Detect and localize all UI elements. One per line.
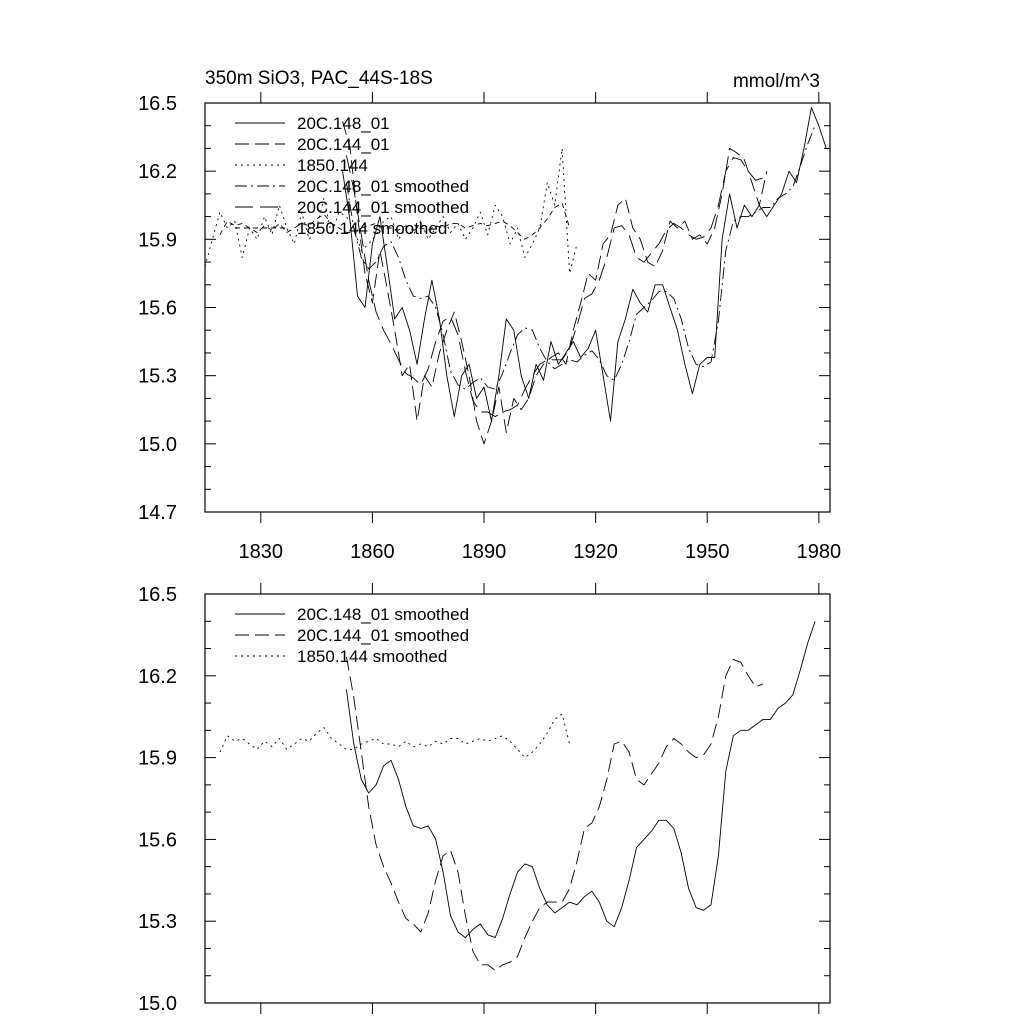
plot-frame	[204, 593, 831, 1004]
series-line-20c-144-01	[342, 121, 768, 445]
series-line-1850-144-smoothed	[219, 202, 571, 240]
series-line-20c-148-01	[342, 107, 827, 422]
y-tick-label: 15.9	[138, 748, 177, 770]
series-line-1850-144-smoothed	[219, 713, 571, 759]
units-label: mmol/m^3	[733, 71, 820, 92]
x-tick-label: 1860	[350, 541, 395, 563]
legend-label: 20C.144_01	[297, 135, 390, 154]
legend-label: 20C.148_01 smoothed	[297, 177, 469, 196]
y-tick-label: 14.7	[138, 502, 177, 524]
series-line-20c-144-01-smoothed	[345, 656, 764, 971]
legend-label: 1850.144	[297, 156, 368, 175]
x-tick-label: 1920	[573, 541, 618, 563]
x-tick-label: 1890	[462, 541, 507, 563]
y-tick-label: 15.9	[138, 229, 177, 251]
series-line-1850-144	[205, 147, 578, 274]
legend-label: 20C.148_01	[297, 114, 390, 133]
y-tick-label: 15.3	[138, 366, 177, 388]
y-tick-label: 16.5	[138, 93, 177, 115]
y-tick-label: 16.5	[138, 584, 177, 606]
x-tick-label: 1980	[797, 541, 842, 563]
y-tick-label: 15.3	[138, 911, 177, 933]
legend-label: 20C.144_01 smoothed	[297, 198, 469, 217]
bottom-panel: 15.0 15.3 15.6 15.9 16.2 16.5 20C.148_01 smoot…	[138, 583, 831, 1015]
x-tick-label: 1950	[685, 541, 730, 563]
legend-label: 1850.144 smoothed	[297, 219, 447, 238]
y-tick-label: 15.0	[138, 434, 177, 456]
y-tick-label: 15.6	[138, 829, 177, 851]
chart-title: 350m SiO3, PAC_44S-18S	[205, 68, 433, 89]
y-tick-label: 16.2	[138, 161, 177, 183]
series-line-20c-148-01-smoothed	[345, 621, 816, 939]
series-line-20c-148-01-smoothed	[345, 125, 816, 390]
legend-label: 20C.148_01 smoothed	[297, 605, 469, 624]
y-tick-label: 15.0	[138, 993, 177, 1015]
x-tick-label: 1830	[239, 541, 284, 563]
legend-label: 20C.144_01 smoothed	[297, 626, 469, 645]
series-line-20c-144-01-smoothed	[345, 155, 764, 418]
y-tick-label: 15.6	[138, 298, 177, 320]
y-tick-label: 16.2	[138, 666, 177, 688]
top-panel: 350m SiO3, PAC_44S-18S mmol/m^3 14.7 15.0…	[138, 68, 841, 563]
legend-label: 1850.144 smoothed	[297, 647, 447, 666]
